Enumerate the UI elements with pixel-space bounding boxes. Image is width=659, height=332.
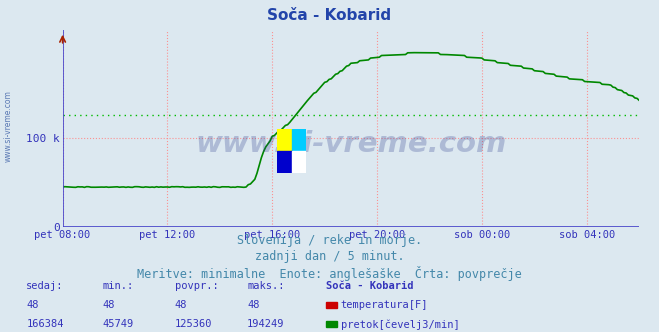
Text: 48: 48 [175,300,187,310]
Text: Meritve: minimalne  Enote: anglešaške  Črta: povprečje: Meritve: minimalne Enote: anglešaške Črt… [137,266,522,281]
Text: sedaj:: sedaj: [26,281,64,290]
Text: zadnji dan / 5 minut.: zadnji dan / 5 minut. [254,250,405,263]
Text: min.:: min.: [102,281,133,290]
Bar [277,129,291,151]
Text: 45749: 45749 [102,319,133,329]
Bar [291,151,306,173]
Text: pretok[čevelj3/min]: pretok[čevelj3/min] [341,319,459,330]
Text: 194249: 194249 [247,319,285,329]
Text: Soča - Kobarid: Soča - Kobarid [268,8,391,23]
Bar [277,151,291,173]
Bar [291,129,306,151]
Text: 166384: 166384 [26,319,64,329]
Text: 125360: 125360 [175,319,212,329]
Text: 48: 48 [247,300,260,310]
Text: maks.:: maks.: [247,281,285,290]
Text: 48: 48 [26,300,39,310]
Text: temperatura[F]: temperatura[F] [341,300,428,310]
Text: www.si-vreme.com: www.si-vreme.com [4,90,13,162]
Text: Soča - Kobarid: Soča - Kobarid [326,281,414,290]
Text: www.si-vreme.com: www.si-vreme.com [195,130,507,158]
Text: Slovenija / reke in morje.: Slovenija / reke in morje. [237,234,422,247]
Text: povpr.:: povpr.: [175,281,218,290]
Text: 48: 48 [102,300,115,310]
